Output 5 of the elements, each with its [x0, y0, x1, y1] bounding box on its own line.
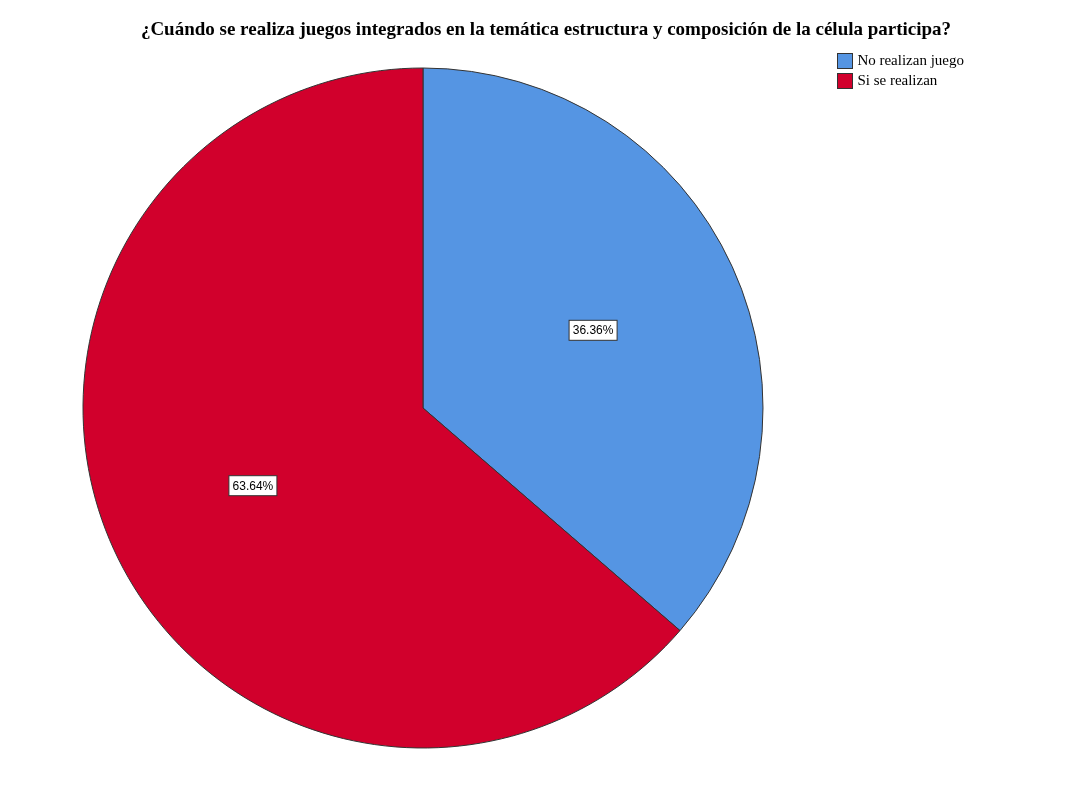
- legend-label: No realizan juego: [857, 52, 964, 69]
- data-label: 36.36%: [572, 323, 614, 338]
- chart-title: ¿Cuándo se realiza juegos integrados en la temática estructura y composición de la célula participa?: [139, 18, 953, 40]
- data-label: 63.64%: [232, 478, 274, 493]
- legend-label: Si se realizan: [857, 72, 938, 89]
